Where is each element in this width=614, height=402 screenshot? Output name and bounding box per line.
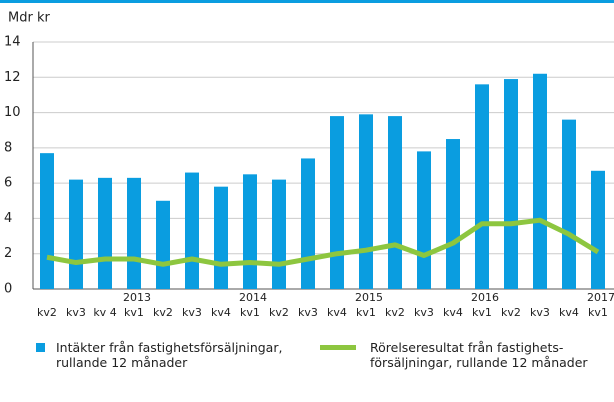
bar (446, 139, 460, 289)
y-axis-label: Mdr kr (8, 11, 50, 26)
y-tick-label: 6 (4, 176, 12, 191)
x-tick-label: kv2 (153, 306, 173, 319)
x-tick-label: kv4 (327, 306, 347, 319)
bar (417, 151, 431, 289)
bar (301, 158, 315, 289)
legend-swatch-bars (36, 343, 45, 352)
line (46, 217, 600, 267)
legend-label: Intäkter från fastighetsförsäljningar, r… (56, 340, 283, 370)
bar (272, 179, 286, 289)
bar (127, 177, 141, 289)
y-tick-label: 10 (4, 105, 21, 120)
y-tick-label: 8 (4, 140, 12, 155)
x-tick-label: kv3 (66, 306, 86, 319)
year-label: 2014 (239, 291, 267, 304)
y-tick-label: 2 (4, 246, 12, 261)
x-tick-label: kv4 (211, 306, 231, 319)
x-tick-label: kv1 (240, 306, 260, 319)
bar (330, 116, 344, 289)
bar (185, 172, 199, 289)
legend-label: Rörelseresultat från fastighets- försälj… (370, 340, 588, 370)
x-tick-label: kv3 (298, 306, 318, 319)
x-tick-label: kv1 (472, 306, 492, 319)
bar (533, 73, 547, 289)
bar (98, 177, 112, 289)
bar (388, 116, 402, 289)
bar (156, 200, 170, 289)
x-tick-label: kv2 (385, 306, 405, 319)
bar (40, 153, 54, 289)
x-tick-label: kv3 (182, 306, 202, 319)
x-tick-label: kv3 (530, 306, 550, 319)
x-tick-label: kv2 (501, 306, 521, 319)
y-tick-label: 12 (4, 70, 21, 85)
bar (69, 179, 83, 289)
x-tick-label: kv1 (356, 306, 376, 319)
x-tick-label: kv1 (588, 306, 608, 319)
year-label: 2013 (123, 291, 151, 304)
bar (562, 119, 576, 289)
bar (504, 79, 518, 289)
y-tick-label: 14 (4, 35, 21, 50)
bar (475, 84, 489, 289)
legend-swatch-line (320, 345, 356, 350)
x-tick-label: kv3 (414, 306, 434, 319)
top-rule (0, 0, 614, 3)
x-tick-label: kv2 (37, 306, 57, 319)
x-tick-label: kv1 (124, 306, 144, 319)
y-tick-label: 0 (4, 282, 12, 297)
year-label: 2017 (587, 291, 614, 304)
x-tick-label: kv4 (559, 306, 579, 319)
bar (214, 186, 228, 289)
year-label: 2016 (471, 291, 499, 304)
x-tick-label: kv 4 (93, 306, 116, 319)
y-tick-label: 4 (4, 211, 12, 226)
bar (243, 174, 257, 289)
year-label: 2015 (355, 291, 383, 304)
x-tick-label: kv4 (443, 306, 463, 319)
bar (359, 114, 373, 289)
x-tick-label: kv2 (269, 306, 289, 319)
bar (591, 170, 605, 289)
